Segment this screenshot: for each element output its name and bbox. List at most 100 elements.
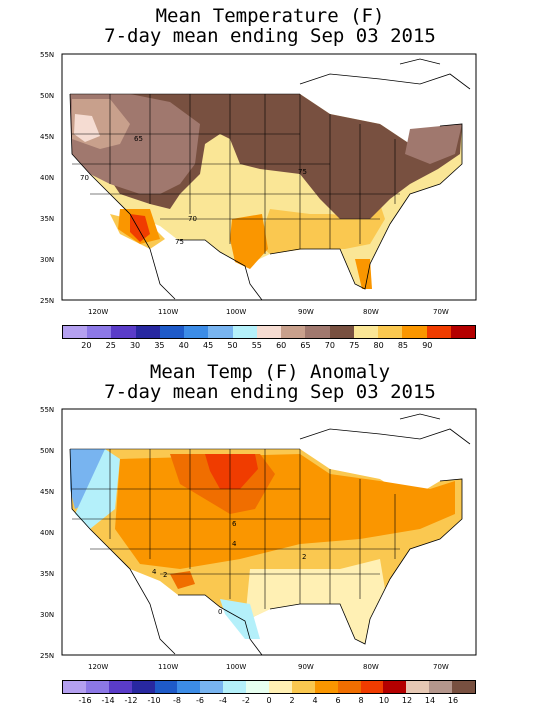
map-title-anomaly: Mean Temp (F) Anomaly (149, 361, 391, 383)
legend-swatch (184, 326, 209, 338)
region-tx-75 (220, 194, 245, 214)
legend-tick-label: 70 (324, 341, 335, 350)
legend-swatch (450, 326, 475, 338)
lat-label: 45N (40, 133, 54, 141)
legend-tick-label: 10 (378, 696, 390, 705)
legend-swatch (353, 326, 379, 338)
legend-tick-label: 8 (358, 696, 364, 705)
region-anom-6-sw (170, 571, 195, 589)
legend-swatch (154, 681, 178, 693)
map-subtitle-anomaly: 7-day mean ending Sep 03 2015 (104, 381, 436, 403)
lat-label: 50N (40, 92, 54, 100)
lon-label: 70W (433, 663, 449, 671)
legend-tick-label: 45 (203, 341, 214, 350)
legend-tick-label: -16 (78, 696, 92, 705)
legend-swatch (131, 681, 155, 693)
legend-tick-label: -14 (101, 696, 115, 705)
lat-label: 40N (40, 529, 54, 537)
legend-tick-label: 80 (373, 341, 384, 350)
state-borders (70, 93, 400, 254)
legend-swatch (402, 326, 427, 338)
legend-swatch (406, 681, 430, 693)
legend-swatch (378, 326, 403, 338)
contour-label: 2 (302, 553, 306, 561)
lon-label: 110W (158, 663, 178, 671)
legend-swatch (63, 326, 88, 338)
legend-swatch (177, 681, 201, 693)
legend-tick-label: -6 (195, 696, 204, 705)
legend-tick-label: 40 (178, 341, 189, 350)
contour-label: 75 (298, 168, 307, 176)
legend-swatch (429, 681, 453, 693)
lat-label: 45N (40, 488, 54, 496)
contour-label: 4 (232, 540, 237, 548)
longitude-labels: 120W 110W 100W 90W 80W 70W (88, 663, 449, 671)
legend-swatch (111, 326, 136, 338)
legend-swatch (200, 681, 224, 693)
legend-tick-label: 60 (276, 341, 287, 350)
map-title-temperature: Mean Temperature (F) (155, 5, 385, 27)
lon-label: 100W (226, 308, 246, 316)
legend-swatch (223, 681, 247, 693)
region-anom-0-2 (245, 559, 385, 644)
legend-tick-label: -12 (124, 696, 138, 705)
lat-label: 25N (40, 297, 54, 305)
longitude-labels: 120W 110W 100W 90W 80W 70W (88, 308, 449, 316)
legend-swatch (63, 681, 86, 693)
contour-label: 70 (188, 215, 197, 223)
lat-label: 35N (40, 570, 54, 578)
temperature-legend-labels: 20 25 30 35 40 45 50 55 60 65 70 75 80 85 90 (62, 341, 476, 353)
anomaly-legend (62, 680, 476, 694)
lon-label: 120W (88, 663, 108, 671)
lat-label: 35N (40, 215, 54, 223)
legend-swatch (269, 681, 292, 693)
legend-swatch (256, 326, 282, 338)
lon-label: 70W (433, 308, 449, 316)
lat-label: 50N (40, 447, 54, 455)
lat-label: 30N (40, 256, 54, 264)
legend-swatch (452, 681, 476, 693)
region-anom-8-10 (205, 454, 258, 489)
legend-swatch (232, 326, 257, 338)
state-borders (70, 448, 400, 609)
lon-label: 110W (158, 308, 178, 316)
legend-swatch (108, 681, 132, 693)
legend-swatch (314, 681, 338, 693)
legend-swatch (135, 326, 160, 338)
florida-85 (355, 259, 372, 289)
legend-swatch (246, 681, 270, 693)
legend-tick-label: 2 (289, 696, 295, 705)
coastline (69, 58, 471, 301)
anomaly-map: 6 4 2 4 2 0 55N 50N 45N 40N 35N 30N 25N … (40, 406, 477, 671)
region-90-plus (130, 214, 150, 242)
legend-tick-label: 16 (447, 696, 459, 705)
legend-tick-label: 50 (227, 341, 238, 350)
legend-tick-label: 65 (300, 341, 311, 350)
legend-tick-label: 6 (335, 696, 341, 705)
legend-tick-label: -2 (242, 696, 250, 705)
map-subtitle-temperature: 7-day mean ending Sep 03 2015 (104, 25, 436, 47)
contour-label: 75 (175, 238, 184, 246)
temperature-map: 65 70 75 70 75 55N 50N 45N 40N 35N 30N 2… (40, 51, 477, 316)
legend-tick-label: 20 (81, 341, 92, 350)
legend-swatch (305, 326, 330, 338)
legend-swatch (383, 681, 407, 693)
region-85-90 (230, 214, 268, 269)
region-ne-65 (405, 124, 462, 164)
legend-tick-label: 35 (154, 341, 165, 350)
legend-tick-label: 90 (422, 341, 433, 350)
legend-swatch (360, 681, 384, 693)
lat-label: 55N (40, 406, 54, 414)
legend-tick-label: 12 (401, 696, 413, 705)
lat-label: 40N (40, 174, 54, 182)
lon-label: 80W (363, 663, 379, 671)
latitude-labels: 55N 50N 45N 40N 35N 30N 25N (40, 406, 54, 660)
temperature-legend (62, 325, 476, 339)
region-55-60 (74, 114, 100, 142)
lat-label: 55N (40, 51, 54, 59)
lon-label: 90W (298, 663, 314, 671)
lon-label: 120W (88, 308, 108, 316)
legend-swatch (87, 326, 112, 338)
region-anom-neg (220, 599, 260, 639)
legend-swatch (159, 326, 185, 338)
